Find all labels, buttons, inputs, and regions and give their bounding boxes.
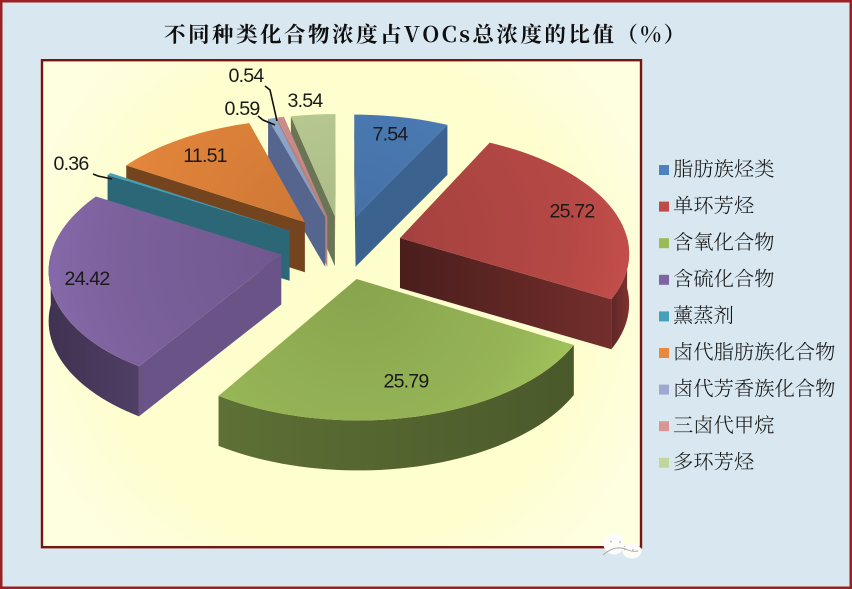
svg-text:25.72: 25.72 — [549, 201, 594, 223]
svg-text:7.54: 7.54 — [373, 124, 409, 146]
svg-text:11.51: 11.51 — [183, 145, 227, 167]
svg-text:0.59: 0.59 — [225, 98, 260, 120]
svg-text:0.36: 0.36 — [54, 153, 90, 175]
svg-text:25.79: 25.79 — [383, 371, 428, 393]
svg-text:3.54: 3.54 — [288, 90, 324, 112]
svg-text:0.54: 0.54 — [229, 65, 265, 87]
svg-text:24.42: 24.42 — [64, 268, 109, 290]
